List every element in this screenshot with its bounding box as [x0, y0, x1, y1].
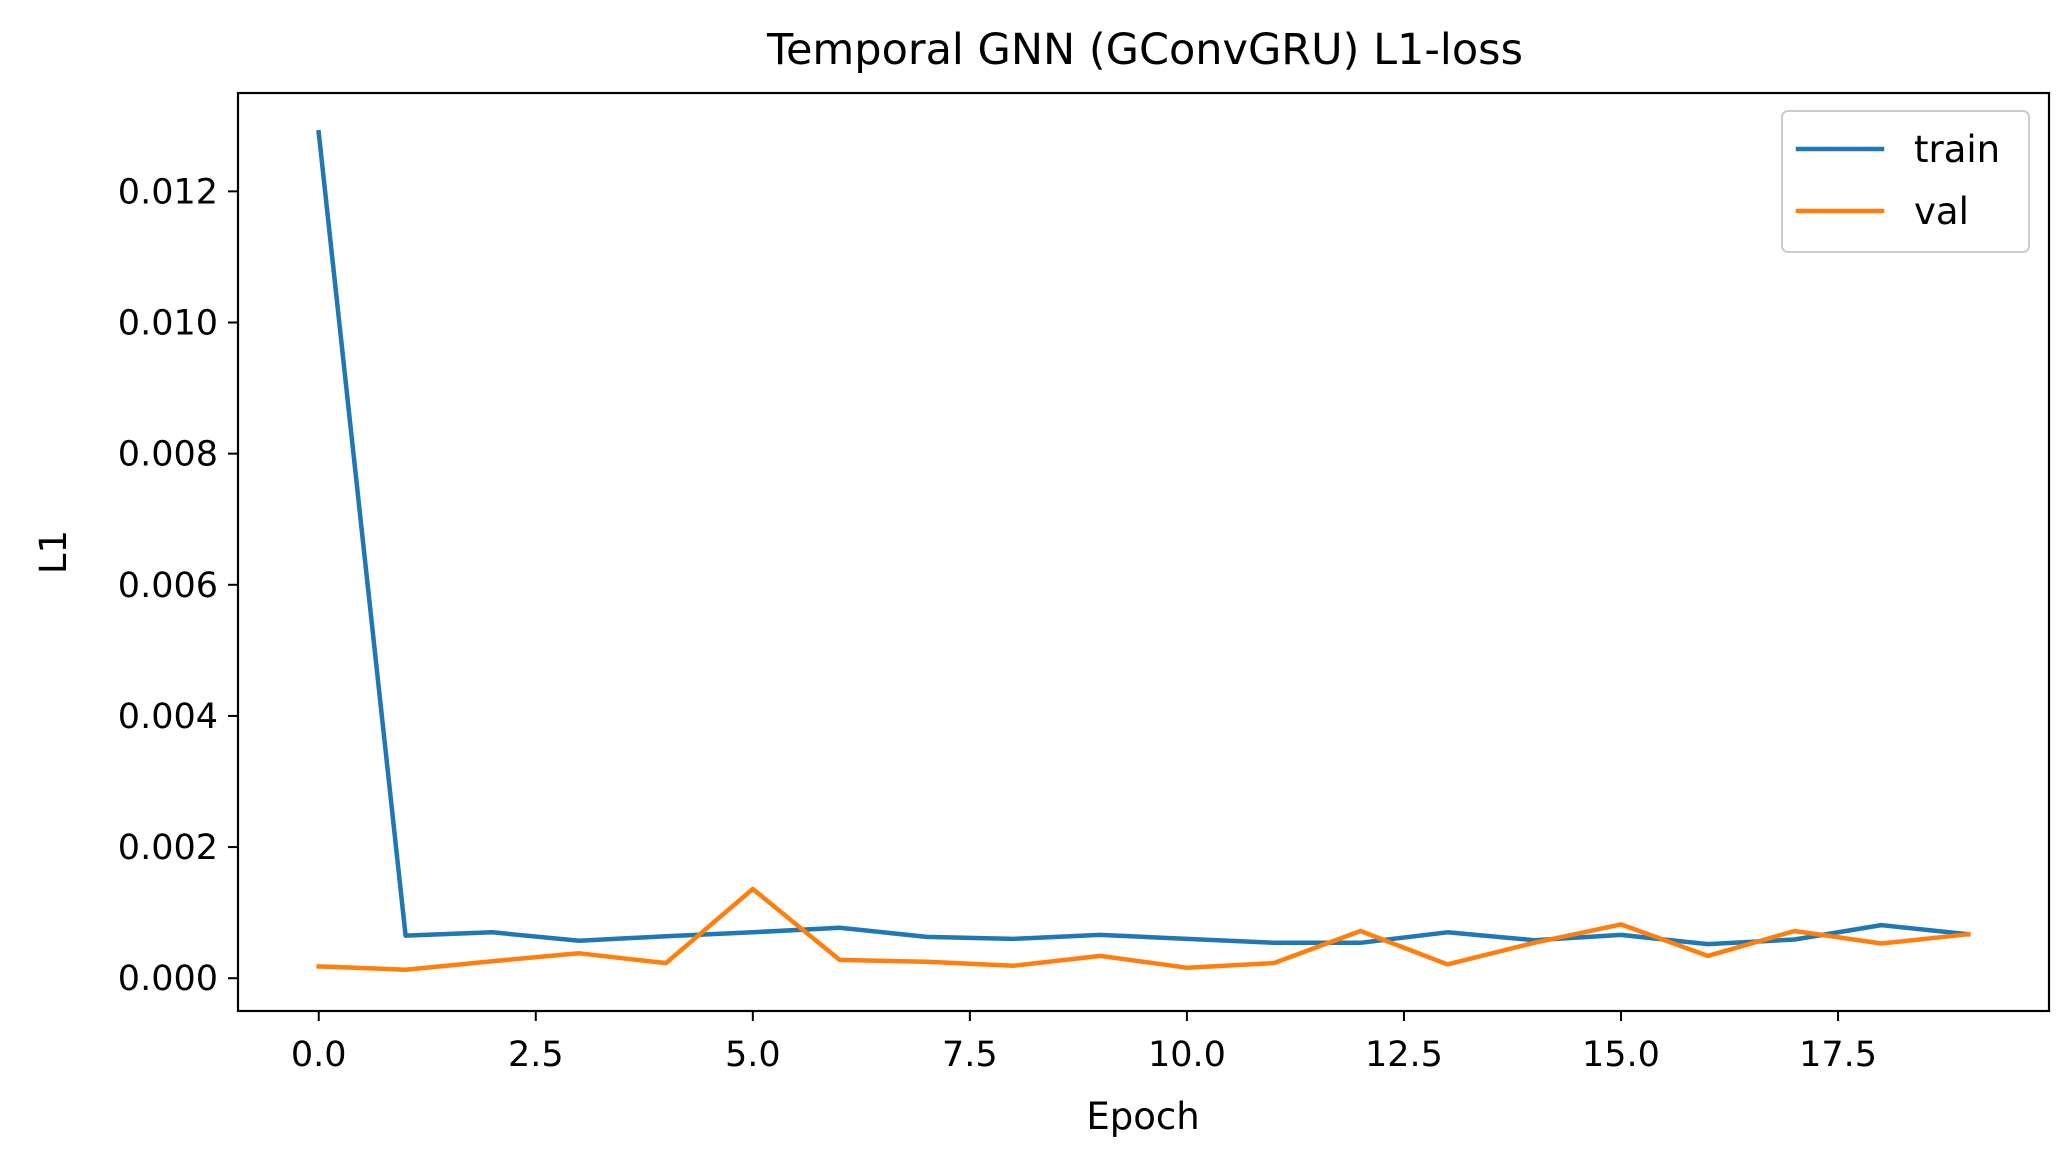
plot-area-frame — [236, 91, 2051, 1013]
legend: train val — [1781, 110, 2030, 253]
x-tick-label: 17.5 — [1799, 1035, 1877, 1075]
y-tick-label: 0.012 — [118, 172, 218, 212]
y-tick-label: 0.004 — [118, 697, 218, 737]
legend-label-train: train — [1914, 128, 2000, 171]
x-tick-label: 12.5 — [1365, 1035, 1443, 1075]
x-axis-label: Epoch — [1086, 1095, 1199, 1138]
x-tick-label: 7.5 — [942, 1035, 998, 1075]
y-axis-label: L1 — [32, 530, 75, 574]
legend-box — [1781, 110, 2030, 253]
series-line-train — [316, 129, 1971, 947]
series-lines — [316, 129, 1971, 972]
y-tick-label: 0.010 — [118, 304, 218, 344]
y-tick-label: 0.008 — [118, 435, 218, 475]
legend-label-val: val — [1914, 190, 1969, 233]
x-tick-label: 5.0 — [725, 1035, 781, 1075]
y-tick-label: 0.002 — [118, 828, 218, 868]
x-tick-label: 2.5 — [508, 1035, 564, 1075]
x-tick-label: 15.0 — [1582, 1035, 1660, 1075]
x-axis-ticks: 0.0 2.5 5.0 7.5 10.0 12.5 15.0 17.5 — [291, 1011, 1877, 1075]
y-tick-label: 0.000 — [118, 959, 218, 999]
y-axis-ticks: 0.000 0.002 0.004 0.006 0.008 0.010 0.012 — [118, 172, 238, 999]
chart-title: Temporal GNN (GConvGRU) L1-loss — [766, 25, 1523, 75]
x-tick-label: 0.0 — [291, 1035, 347, 1075]
y-tick-label: 0.006 — [118, 566, 218, 606]
series-line-val — [316, 886, 1971, 972]
x-tick-label: 10.0 — [1148, 1035, 1226, 1075]
